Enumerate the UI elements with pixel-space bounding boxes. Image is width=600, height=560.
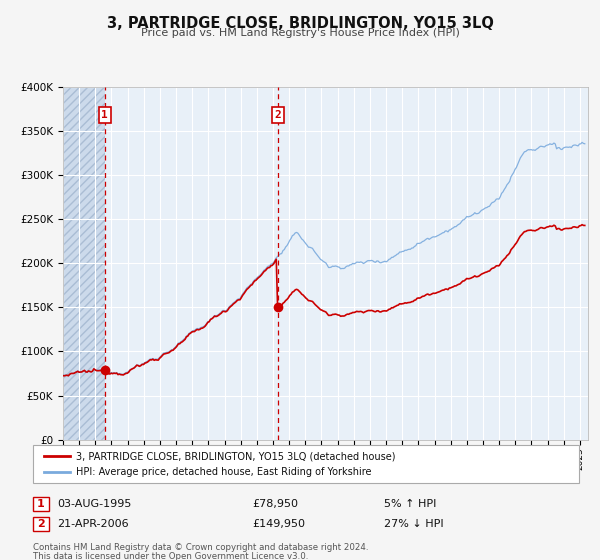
Text: 1: 1: [37, 499, 44, 509]
Text: Price paid vs. HM Land Registry's House Price Index (HPI): Price paid vs. HM Land Registry's House …: [140, 28, 460, 38]
Text: 03-AUG-1995: 03-AUG-1995: [58, 499, 132, 509]
Text: 2: 2: [37, 519, 44, 529]
Text: This data is licensed under the Open Government Licence v3.0.: This data is licensed under the Open Gov…: [33, 552, 308, 560]
Text: 27% ↓ HPI: 27% ↓ HPI: [384, 519, 443, 529]
Bar: [63, 87, 104, 440]
Text: 2: 2: [274, 110, 281, 120]
Text: 21-APR-2006: 21-APR-2006: [58, 519, 129, 529]
Text: £149,950: £149,950: [252, 519, 305, 529]
Text: 1: 1: [101, 110, 108, 120]
Text: Contains HM Land Registry data © Crown copyright and database right 2024.: Contains HM Land Registry data © Crown c…: [33, 543, 368, 552]
Text: 3, PARTRIDGE CLOSE, BRIDLINGTON, YO15 3LQ (detached house): 3, PARTRIDGE CLOSE, BRIDLINGTON, YO15 3L…: [76, 451, 396, 461]
Text: £78,950: £78,950: [252, 499, 298, 509]
Text: 3, PARTRIDGE CLOSE, BRIDLINGTON, YO15 3LQ: 3, PARTRIDGE CLOSE, BRIDLINGTON, YO15 3L…: [107, 16, 493, 31]
Text: HPI: Average price, detached house, East Riding of Yorkshire: HPI: Average price, detached house, East…: [76, 467, 372, 477]
Text: 5% ↑ HPI: 5% ↑ HPI: [384, 499, 436, 509]
